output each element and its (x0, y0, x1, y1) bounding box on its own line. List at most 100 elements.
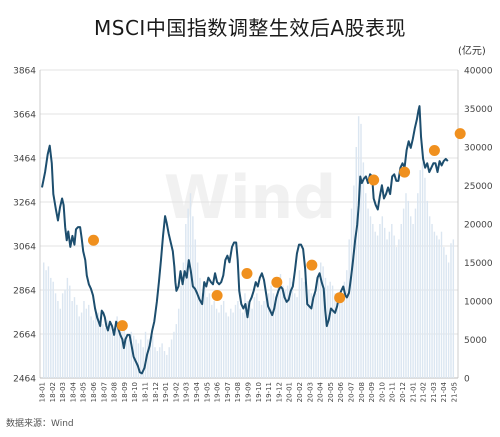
turnover-bar (222, 301, 225, 378)
turnover-bar (317, 277, 320, 378)
turnover-bar (438, 239, 440, 378)
turnover-bar (220, 304, 223, 378)
turnover-bar (64, 289, 66, 378)
turnover-bar (170, 339, 173, 378)
turnover-bar (308, 289, 310, 378)
turnover-bar (357, 116, 360, 378)
turnover-bar (388, 231, 391, 378)
x-tick-label: 18-09 (121, 382, 129, 402)
turnover-bar (213, 301, 215, 378)
turnover-bar (369, 216, 372, 378)
turnover-bar (284, 289, 286, 378)
chart-title: MSCI中国指数调整生效后A股表现 (94, 16, 406, 40)
turnover-bar (329, 281, 331, 378)
turnover-bar (398, 239, 400, 378)
turnover-bar (433, 231, 436, 378)
turnover-bar (327, 285, 329, 378)
turnover-bar (161, 343, 163, 378)
x-tick-label: 20-12 (399, 382, 407, 402)
turnover-bar (315, 293, 317, 378)
turnover-bar (43, 262, 45, 378)
turnover-bar (379, 224, 381, 378)
turnover-bar (192, 216, 194, 378)
turnover-bar (194, 239, 196, 378)
turnover-bar (393, 235, 395, 378)
turnover-bar (92, 320, 95, 378)
x-tick-label: 19-05 (203, 382, 211, 402)
x-tick-label: 19-11 (265, 382, 273, 402)
x-tick-label: 18-06 (90, 381, 98, 402)
x-tick-label: 18-08 (111, 382, 119, 402)
turnover-bar (395, 247, 398, 378)
turnover-bar (123, 327, 125, 378)
x-axis-ticks: 18-01 18-02 18-03 18-04 18-05 18-06 18-07 18-08… (39, 381, 459, 402)
turnover-bar (407, 200, 410, 378)
turnover-bar (289, 277, 291, 378)
turnover-bar (251, 308, 253, 378)
x-tick-label: 20-02 (296, 382, 304, 402)
turnover-bar (90, 316, 92, 378)
turnover-bar (447, 262, 450, 378)
turnover-bar (346, 270, 348, 378)
turnover-bar (426, 200, 429, 378)
turnover-bar (196, 262, 199, 378)
turnover-bar (66, 277, 69, 378)
turnover-bar (85, 308, 88, 378)
right-tick-label: 35000 (464, 105, 493, 115)
turnover-bar (338, 297, 341, 378)
turnover-bar (303, 281, 305, 378)
x-tick-label: 18-03 (59, 382, 67, 402)
turnover-bar (109, 324, 111, 378)
turnover-bar (355, 147, 357, 378)
turnover-bar (324, 277, 327, 378)
turnover-bar (230, 308, 232, 378)
turnover-bar (443, 247, 445, 378)
turnover-bar (322, 266, 324, 378)
turnover-bar (381, 216, 384, 378)
turnover-bar (147, 339, 149, 378)
turnover-bar (52, 281, 54, 378)
x-tick-label: 19-04 (193, 381, 201, 402)
turnover-bar (267, 293, 270, 378)
turnover-bar (405, 193, 407, 378)
x-tick-label: 20-07 (348, 382, 356, 402)
adjustment-marker (88, 234, 99, 246)
turnover-bar (116, 316, 118, 378)
right-tick-label: 15000 (464, 259, 493, 269)
turnover-bar (45, 270, 47, 378)
x-tick-label: 21-05 (451, 382, 459, 402)
x-tick-label: 18-05 (80, 382, 88, 402)
turnover-bar (450, 243, 452, 378)
x-tick-label: 18-11 (142, 382, 150, 402)
right-axis-unit-label: (亿元) (458, 46, 486, 57)
left-tick-label: 3264 (13, 199, 36, 209)
turnover-bar (374, 231, 376, 378)
turnover-bar (431, 224, 433, 378)
turnover-bar (320, 262, 322, 378)
turnover-bar (206, 297, 208, 378)
turnover-bar (376, 235, 379, 378)
turnover-bar (341, 293, 343, 378)
turnover-bar (296, 297, 298, 378)
turnover-bar (208, 293, 211, 378)
x-tick-label: 18-07 (100, 382, 108, 402)
turnover-bar (410, 216, 412, 378)
turnover-bar (130, 331, 133, 378)
x-tick-label: 21-04 (440, 381, 448, 402)
x-tick-label: 19-08 (234, 382, 242, 402)
turnover-bar (367, 208, 369, 378)
turnover-bar (440, 231, 443, 378)
turnover-bar (350, 208, 353, 378)
turnover-bar (383, 227, 386, 378)
x-tick-label: 20-01 (286, 382, 294, 402)
turnover-bar (211, 304, 213, 378)
turnover-bar (83, 301, 85, 378)
turnover-bar (114, 327, 116, 378)
turnover-bar (282, 285, 284, 378)
turnover-bar (239, 308, 241, 378)
turnover-bar (225, 312, 227, 378)
left-axis-ticks: 2464 2664 2864 3064 3264 3464 3664 3864 (13, 67, 36, 385)
index-line (41, 105, 449, 375)
x-tick-label: 19-10 (255, 382, 263, 402)
turnover-bar (187, 208, 189, 378)
